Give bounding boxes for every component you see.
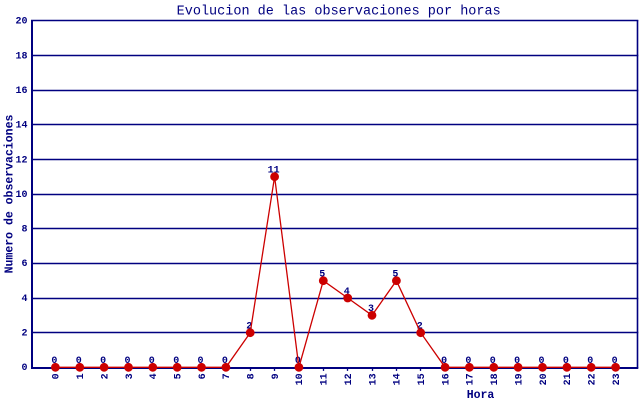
- svg-text:9: 9: [271, 373, 282, 379]
- svg-text:16: 16: [441, 373, 452, 385]
- svg-text:15: 15: [417, 373, 428, 385]
- svg-text:18: 18: [15, 51, 27, 62]
- svg-text:14: 14: [393, 373, 404, 385]
- svg-text:14: 14: [15, 121, 27, 132]
- svg-text:0: 0: [100, 356, 106, 367]
- svg-text:23: 23: [612, 373, 623, 385]
- svg-text:10: 10: [15, 190, 27, 201]
- svg-text:0: 0: [563, 356, 569, 367]
- svg-text:11: 11: [268, 166, 280, 177]
- svg-text:7: 7: [222, 373, 233, 379]
- svg-text:2: 2: [100, 373, 111, 379]
- svg-text:22: 22: [588, 373, 599, 385]
- svg-text:3: 3: [368, 304, 374, 315]
- svg-text:12: 12: [15, 155, 27, 166]
- svg-text:5: 5: [174, 373, 185, 379]
- svg-text:0: 0: [490, 356, 496, 367]
- svg-text:0: 0: [51, 356, 57, 367]
- svg-text:Evolucion de las observaciones: Evolucion de las observaciones por horas: [177, 5, 501, 20]
- svg-text:0: 0: [465, 356, 471, 367]
- svg-text:20: 20: [15, 17, 27, 28]
- svg-text:0: 0: [197, 356, 203, 367]
- svg-text:21: 21: [563, 373, 574, 385]
- svg-text:0: 0: [76, 356, 82, 367]
- svg-text:0: 0: [612, 356, 618, 367]
- svg-text:4: 4: [21, 294, 27, 305]
- svg-text:4: 4: [149, 373, 160, 379]
- svg-text:0: 0: [538, 356, 544, 367]
- svg-text:0: 0: [21, 363, 27, 374]
- svg-text:2: 2: [417, 322, 423, 333]
- svg-text:8: 8: [21, 225, 27, 236]
- svg-text:0: 0: [124, 356, 130, 367]
- svg-text:2: 2: [21, 329, 27, 340]
- svg-text:10: 10: [295, 373, 306, 385]
- svg-text:6: 6: [198, 373, 209, 379]
- svg-text:19: 19: [514, 373, 525, 385]
- svg-text:5: 5: [319, 270, 325, 281]
- svg-text:5: 5: [392, 270, 398, 281]
- svg-text:20: 20: [539, 373, 550, 385]
- svg-text:18: 18: [490, 373, 501, 385]
- svg-text:13: 13: [368, 373, 379, 385]
- svg-text:2: 2: [246, 322, 252, 333]
- svg-text:0: 0: [587, 356, 593, 367]
- svg-text:3: 3: [125, 373, 136, 379]
- svg-text:0: 0: [149, 356, 155, 367]
- svg-text:1: 1: [76, 373, 87, 379]
- svg-text:16: 16: [15, 86, 27, 97]
- svg-text:17: 17: [466, 373, 477, 385]
- svg-text:11: 11: [320, 373, 331, 385]
- svg-text:0: 0: [441, 356, 447, 367]
- svg-text:Hora: Hora: [467, 389, 495, 400]
- svg-text:0: 0: [52, 373, 63, 379]
- svg-text:6: 6: [21, 259, 27, 270]
- svg-text:0: 0: [514, 356, 520, 367]
- svg-text:12: 12: [344, 373, 355, 385]
- svg-text:0: 0: [173, 356, 179, 367]
- svg-text:8: 8: [247, 373, 258, 379]
- svg-text:4: 4: [344, 287, 350, 298]
- svg-text:0: 0: [222, 356, 228, 367]
- svg-text:Numero de observaciones: Numero de observaciones: [4, 115, 17, 274]
